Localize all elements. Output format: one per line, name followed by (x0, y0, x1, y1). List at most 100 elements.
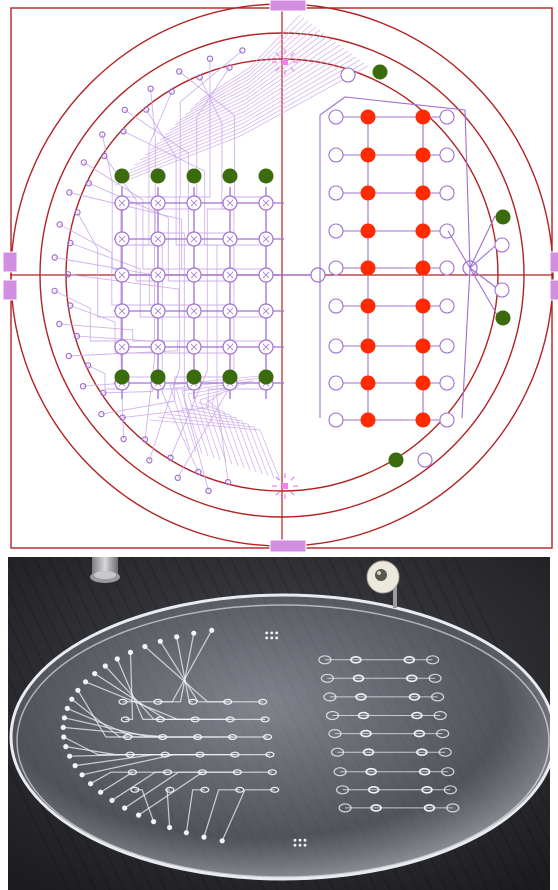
chamber-cross (118, 271, 126, 279)
photo-pad (201, 834, 207, 840)
pad-ring-electrode (120, 128, 127, 135)
photo-chamber (127, 769, 138, 776)
chamber-cross (118, 235, 126, 243)
photo-right-port (436, 729, 450, 739)
white-fitting-right (366, 560, 400, 608)
photo-pad (219, 838, 225, 844)
photo-right-port (446, 803, 460, 813)
etched-channels (60, 627, 460, 847)
photo-right-chamber (403, 656, 416, 664)
pad-ring-electrode (80, 159, 88, 166)
right-port-left (328, 185, 344, 201)
electrode-trace (145, 109, 194, 246)
inlet-dot (222, 168, 238, 184)
right-bus-outline (319, 96, 471, 419)
photo-chamber (265, 751, 275, 758)
outlet-dot (415, 223, 431, 239)
photo-pad (127, 649, 134, 655)
inlet-dot (495, 209, 511, 225)
outlet-dot (415, 147, 431, 163)
pad-ring-electrode (196, 74, 203, 81)
upper-trace (144, 47, 345, 156)
outlet-dot (415, 298, 431, 314)
pad-ring-electrode (66, 302, 74, 309)
upper-trace (154, 41, 337, 146)
photo-trace (125, 652, 134, 720)
photo-chamber (193, 734, 203, 741)
pad-ring-electrode (120, 435, 127, 443)
right-port-right (439, 338, 455, 354)
alignment-tick (290, 476, 295, 481)
pad-ring-electrode (224, 478, 232, 486)
right-port-right (439, 147, 455, 163)
pad-ring-electrode (226, 64, 233, 71)
electrode-trace (101, 376, 230, 415)
pad-ring-electrode (175, 68, 183, 75)
photo-alignment-dot (270, 636, 274, 640)
lower-trace (157, 416, 275, 479)
pad-ring-electrode (100, 152, 108, 160)
photo-chamber (188, 698, 198, 705)
electrode-trace (177, 196, 266, 479)
photo-chamber (160, 751, 170, 758)
photo-pad (64, 705, 70, 711)
photo-right-chamber (405, 674, 418, 683)
upper-trace (184, 23, 313, 116)
photo-right-chamber (421, 786, 433, 794)
chamber-cross (154, 199, 162, 207)
chamber-cross (262, 271, 270, 279)
right-port-left (328, 223, 344, 239)
photo-pad (183, 830, 189, 836)
electrode-trace (59, 224, 158, 306)
upper-trace (149, 44, 341, 151)
photo-right-port (441, 767, 455, 777)
photo-chamber (270, 786, 280, 793)
alignment-cross-center (282, 59, 288, 65)
photo-right-chamber (370, 804, 382, 812)
outlet-dot (415, 185, 431, 201)
electrode-trace (124, 109, 234, 234)
center-junction (310, 267, 326, 283)
photo-right-port (328, 729, 342, 739)
port-dots (114, 64, 511, 468)
alignment-pad (549, 279, 558, 301)
left-electrode-grid (114, 187, 318, 399)
upper-trace (139, 50, 349, 161)
outlet-dot (360, 412, 376, 428)
inlet-dot (150, 369, 166, 385)
right-port-right (439, 412, 455, 428)
pad-ring-electrode (79, 383, 87, 390)
chamber-cross (190, 271, 198, 279)
electrode-trace (101, 134, 122, 270)
photo-trace (138, 771, 273, 816)
upper-trace (189, 20, 309, 111)
photo-chamber (190, 716, 200, 723)
lower-trace (181, 407, 257, 473)
chamber-cross (226, 343, 234, 351)
photo-alignment-dot (270, 631, 274, 635)
outlet-dot (360, 375, 376, 391)
photo-trace (166, 789, 171, 828)
alignment-tick (275, 476, 280, 481)
upper-trace (159, 38, 333, 141)
photo-alignment-dot (303, 838, 307, 842)
photo-right-port (338, 803, 352, 813)
photo-right-port (325, 710, 340, 721)
right-port-right (439, 223, 455, 239)
chamber-cross (154, 271, 162, 279)
chamber-cross (118, 343, 126, 351)
alignment-tick (275, 491, 280, 496)
upper-trace (129, 56, 357, 171)
photo-trace (63, 726, 268, 738)
photo-trace (90, 771, 133, 785)
photo-chamber (123, 734, 133, 741)
pad-ring-electrode (142, 106, 150, 113)
photo-trace (144, 646, 263, 703)
photo-chamber (230, 751, 240, 758)
inlet-dot (186, 369, 202, 385)
alignment-pad (549, 251, 558, 273)
photo-alignment-dot (298, 843, 302, 847)
photo-right-port (428, 673, 442, 683)
photo-right-port (333, 767, 347, 777)
photo-chamber (195, 751, 205, 758)
